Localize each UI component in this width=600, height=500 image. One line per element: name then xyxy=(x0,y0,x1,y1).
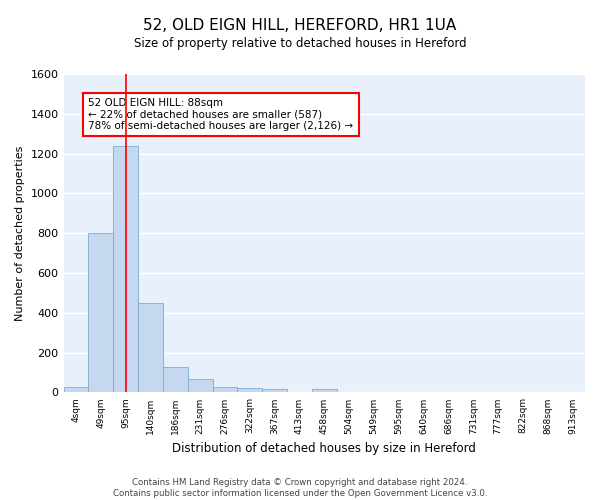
Bar xyxy=(238,388,262,392)
Bar xyxy=(113,146,138,392)
Bar xyxy=(312,390,337,392)
Text: 52 OLD EIGN HILL: 88sqm
← 22% of detached houses are smaller (587)
78% of semi-d: 52 OLD EIGN HILL: 88sqm ← 22% of detache… xyxy=(88,98,353,131)
Bar xyxy=(262,390,287,392)
Bar xyxy=(188,380,212,392)
Bar xyxy=(212,388,238,392)
Bar xyxy=(163,366,188,392)
X-axis label: Distribution of detached houses by size in Hereford: Distribution of detached houses by size … xyxy=(172,442,476,455)
Text: 52, OLD EIGN HILL, HEREFORD, HR1 1UA: 52, OLD EIGN HILL, HEREFORD, HR1 1UA xyxy=(143,18,457,32)
Y-axis label: Number of detached properties: Number of detached properties xyxy=(15,146,25,321)
Text: Size of property relative to detached houses in Hereford: Size of property relative to detached ho… xyxy=(134,38,466,51)
Bar xyxy=(138,303,163,392)
Bar xyxy=(88,233,113,392)
Text: Contains HM Land Registry data © Crown copyright and database right 2024.
Contai: Contains HM Land Registry data © Crown c… xyxy=(113,478,487,498)
Bar xyxy=(64,388,88,392)
